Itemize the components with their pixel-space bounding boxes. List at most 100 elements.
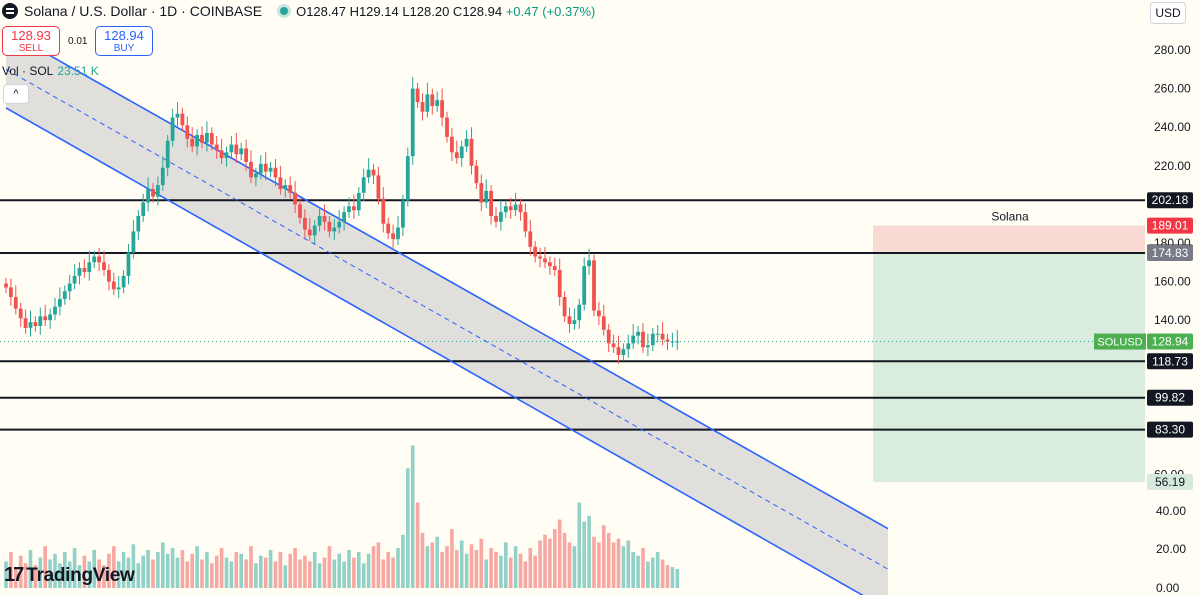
tradingview-logo[interactable]: 17 TradingView (4, 564, 135, 587)
volume-tick-label: 40.00 (1156, 504, 1186, 518)
volume-bar (4, 561, 8, 588)
candle-body (214, 144, 219, 151)
channel-fill (6, 30, 888, 595)
candle-body (450, 136, 454, 153)
volume-bar (156, 551, 160, 588)
candle-body (415, 88, 420, 103)
volume-bar (82, 555, 87, 588)
volume-legend[interactable]: Vol · SOL 23.51 K (2, 64, 99, 78)
volume-bar (205, 551, 209, 588)
volume-bar (430, 542, 435, 588)
volume-bar (626, 540, 631, 588)
volume-bar (675, 569, 680, 588)
volume-bar (376, 542, 381, 588)
symbol-title[interactable]: Solana / U.S. Dollar · 1D · COINBASE (24, 3, 263, 19)
candle-body (352, 206, 356, 211)
volume-bar (190, 553, 194, 588)
volume-bar (229, 561, 234, 588)
volume-bar (494, 551, 498, 588)
candle-body (317, 215, 322, 226)
price-label-box (1147, 333, 1193, 350)
ohlc-values: O128.47 H129.14 L128.20 C128.94 +0.47 (+… (296, 4, 595, 19)
candle-body (87, 262, 92, 272)
candle-body (121, 275, 126, 288)
candle-body (97, 256, 101, 263)
candle-body (205, 132, 209, 143)
volume-bar (33, 565, 38, 588)
candle-body (249, 161, 253, 178)
volume-bar (401, 534, 405, 588)
candle-body (151, 188, 155, 197)
candle-body (366, 169, 371, 178)
candle-body (528, 231, 533, 247)
volume-bar (435, 536, 439, 588)
volume-bar (23, 563, 28, 588)
volume-bar (43, 546, 47, 588)
candle-body (283, 185, 288, 189)
volume-bar (425, 546, 430, 588)
candle-body (420, 102, 425, 112)
volume-bar (116, 561, 121, 588)
candle-body (356, 192, 361, 211)
candle-body (53, 306, 57, 315)
volume-bar (48, 559, 52, 588)
candle-body (606, 329, 611, 344)
collapse-legend-button[interactable]: ^ (3, 84, 29, 104)
volume-bar (283, 565, 288, 588)
volume-bar (303, 555, 307, 588)
volume-bar (357, 551, 361, 588)
candle-body (107, 270, 111, 282)
volume-bar (352, 557, 356, 588)
candle-body (410, 88, 415, 157)
volume-bar (9, 551, 13, 588)
candle-body (513, 204, 518, 211)
volume-bar (308, 561, 312, 588)
volume-bar (636, 555, 640, 588)
volume-bar (651, 557, 655, 588)
volume-bar (185, 561, 190, 588)
candle-body (337, 221, 342, 228)
sell-price: 128.93 (11, 28, 51, 43)
candle-body (146, 188, 150, 203)
channel-mid-line (5, 68, 889, 570)
sell-button[interactable]: 128.93 SELL (2, 26, 60, 56)
candle-body (244, 148, 248, 162)
volume-bar (641, 548, 645, 588)
volume-bar (469, 544, 474, 588)
candle-body (474, 165, 479, 184)
volume-bar (553, 529, 557, 588)
candle-body (631, 335, 636, 344)
volume-bar (577, 502, 582, 588)
candle-body (587, 260, 591, 267)
volume-bar (406, 468, 410, 588)
candle-body (67, 283, 72, 292)
candle-body (298, 204, 302, 218)
volume-bar (371, 546, 376, 588)
volume-bar (298, 559, 302, 588)
currency-selector[interactable]: USD (1150, 2, 1186, 24)
volume-bar (489, 548, 493, 588)
candle-body (254, 173, 258, 178)
candle-body (102, 262, 106, 271)
candle-body (611, 343, 616, 348)
buy-button[interactable]: 128.94 BUY (95, 26, 153, 56)
volume-bar (455, 550, 459, 588)
volume-bar (484, 559, 488, 588)
candle-body (601, 316, 606, 330)
candle-body (572, 320, 577, 325)
candle-body (386, 223, 391, 234)
volume-bar (63, 551, 67, 588)
volume-bar (660, 559, 665, 588)
volume-bar (567, 542, 572, 588)
volume-bar (58, 563, 62, 588)
candle-body (523, 212, 528, 232)
sell-label: SELL (18, 43, 44, 54)
market-open-status-icon (280, 7, 289, 15)
volume-bar (200, 559, 204, 588)
price-label-text: 174.83 (1152, 246, 1189, 260)
price-label-text: 118.73 (1152, 354, 1188, 368)
volume-bar (244, 559, 248, 588)
volume-bar (518, 553, 523, 588)
